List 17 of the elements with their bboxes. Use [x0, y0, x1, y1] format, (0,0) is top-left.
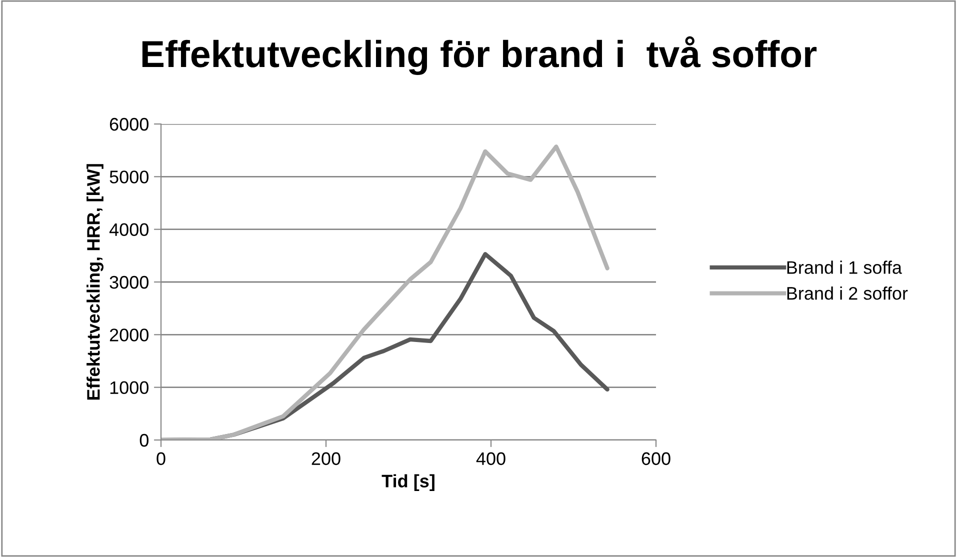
y-tick-label: 3000	[110, 276, 148, 289]
x-tick-label: 600	[642, 452, 670, 466]
chart-title: Effektutveckling för brand i två soffor	[142, 36, 817, 76]
line-series	[161, 144, 610, 440]
y-tick-label: 4000	[109, 223, 148, 236]
y-tick-label: 5000	[110, 170, 148, 184]
x-axis-title: Tid [s]	[382, 474, 434, 492]
y-tick-label: 0	[140, 434, 148, 447]
x-tick-label: 400	[476, 452, 506, 466]
y-tick-label: 6000	[110, 118, 148, 131]
x-tick-label: 0	[156, 452, 166, 466]
legend-label: Brand i 2 soffor	[787, 286, 908, 300]
y-tick-label: 1000	[110, 381, 148, 394]
y-tick-label: 2000	[110, 328, 148, 342]
x-tick-label: 200	[312, 452, 340, 466]
y-axis-title: Effektutveckling, HRR, [kW]	[86, 164, 104, 400]
legend-label: Brand i 1 soffa	[787, 260, 902, 274]
